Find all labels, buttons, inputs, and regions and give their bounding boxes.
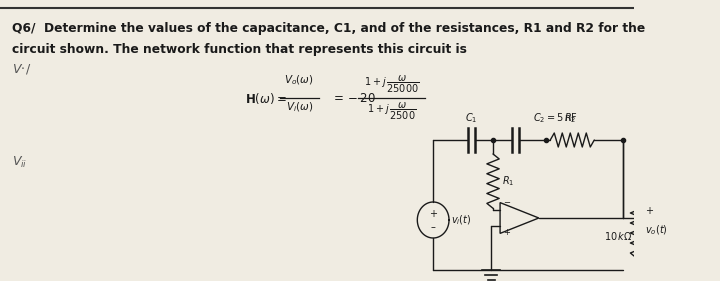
Text: $V_{ii}$: $V_{ii}$ xyxy=(12,155,27,170)
Text: $10\,k\Omega$: $10\,k\Omega$ xyxy=(603,230,632,241)
Text: −: − xyxy=(503,198,510,207)
Text: –: – xyxy=(431,222,436,232)
Text: $v_o(t)$: $v_o(t)$ xyxy=(645,224,668,237)
Text: $= -20$: $= -20$ xyxy=(331,92,376,105)
Text: $\mathbf{H}(\omega)=$: $\mathbf{H}(\omega)=$ xyxy=(245,90,287,105)
Text: $1+j\,\dfrac{\omega}{25000}$: $1+j\,\dfrac{\omega}{25000}$ xyxy=(364,74,420,95)
Text: $R_1$: $R_1$ xyxy=(502,174,514,188)
Text: $v_i(t)$: $v_i(t)$ xyxy=(451,213,472,227)
Text: $V\!\cdot\!/$: $V\!\cdot\!/$ xyxy=(12,62,32,76)
Text: +: + xyxy=(429,209,437,219)
Text: $C_2=5\,\mathrm{nF}$: $C_2=5\,\mathrm{nF}$ xyxy=(533,111,577,125)
Text: $C_1$: $C_1$ xyxy=(465,111,477,125)
Text: $1+j\,\dfrac{\omega}{2500}$: $1+j\,\dfrac{\omega}{2500}$ xyxy=(367,101,416,122)
Text: +: + xyxy=(645,206,653,216)
Text: $V_o(\omega)$: $V_o(\omega)$ xyxy=(284,73,314,87)
Text: circuit shown. The network function that represents this circuit is: circuit shown. The network function that… xyxy=(12,43,467,56)
Text: +: + xyxy=(503,228,510,237)
Text: Q6/  Determine the values of the capacitance, C1, and of the resistances, R1 and: Q6/ Determine the values of the capacita… xyxy=(12,22,646,35)
Text: $R_2$: $R_2$ xyxy=(564,111,576,125)
Text: $V_i(\omega)$: $V_i(\omega)$ xyxy=(286,100,313,114)
